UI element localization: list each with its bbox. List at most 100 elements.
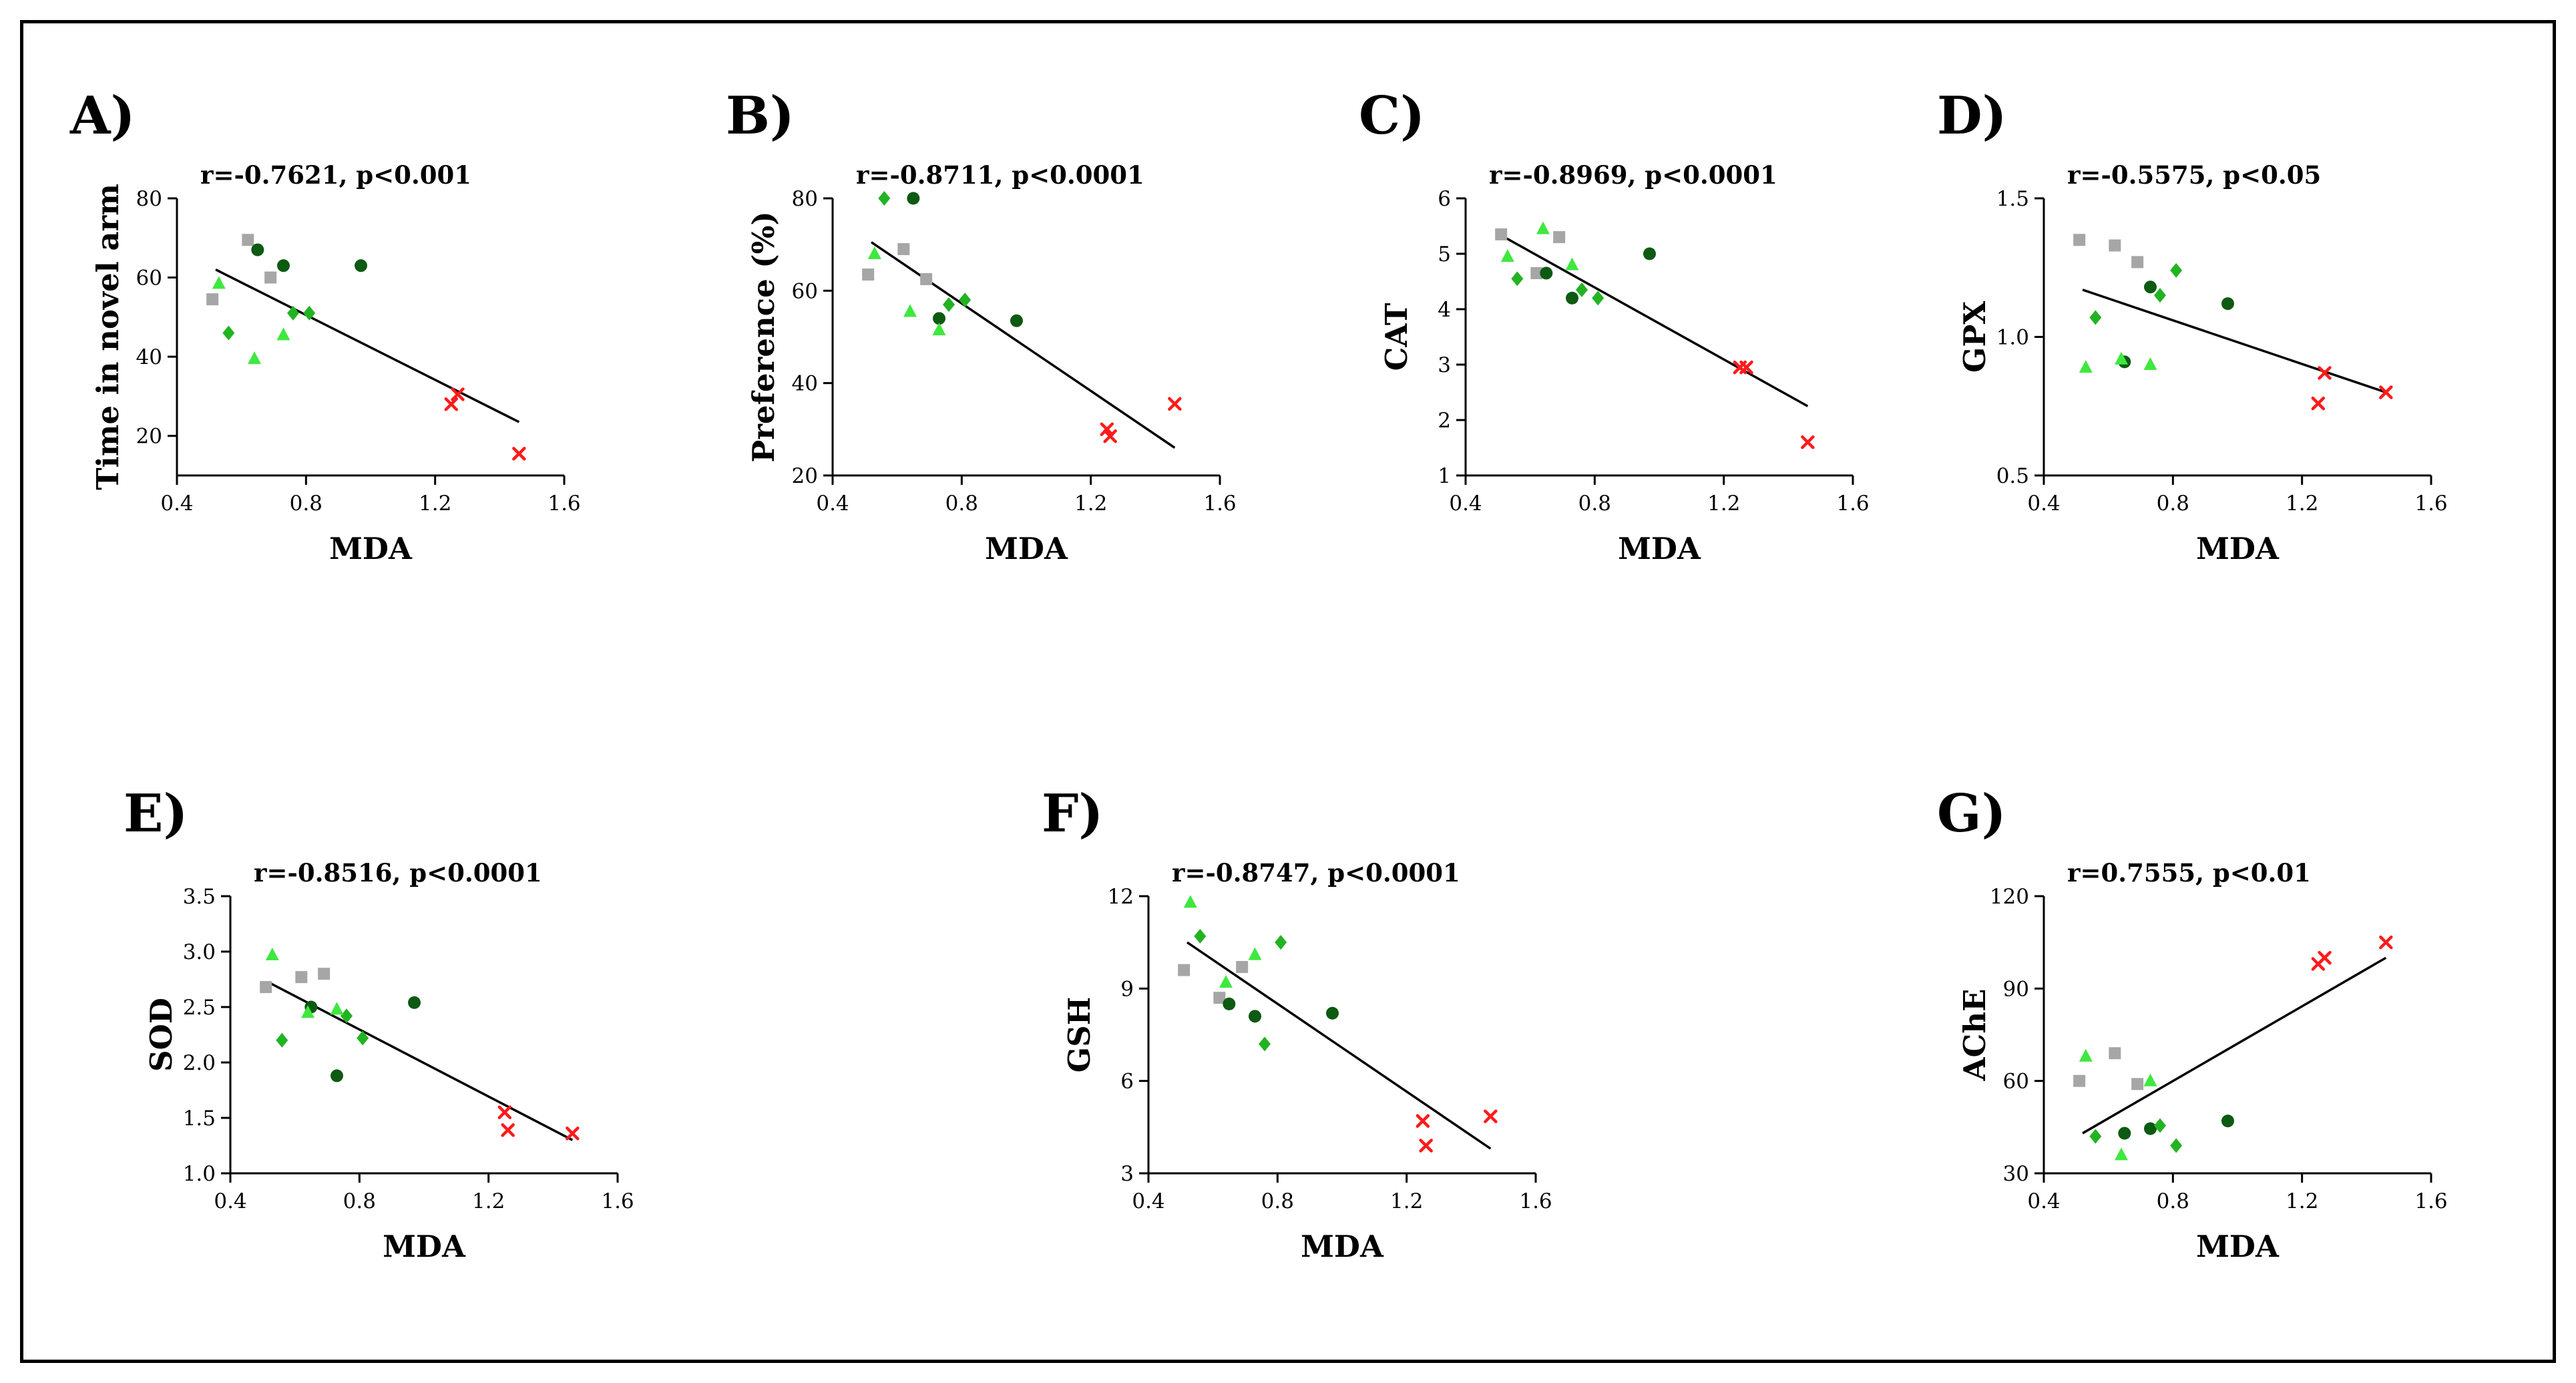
y-axis-label: AChE bbox=[1957, 989, 1992, 1082]
green-diamond-point bbox=[1259, 1036, 1271, 1052]
gray-square-point bbox=[1236, 961, 1249, 974]
circle-series bbox=[907, 192, 1023, 327]
panel-letter: C) bbox=[1359, 85, 1425, 146]
light-green-triangle-point bbox=[2115, 351, 2128, 365]
green-diamond-point bbox=[1194, 928, 1207, 944]
correlation-stat: r=-0.8969, p<0.0001 bbox=[1489, 160, 1777, 190]
scatter-plot-f: F) r=-0.8747, p<0.0001 3 6 9 12 0.4 0.8 1.2 1.6 MD… bbox=[1042, 783, 1552, 1264]
scatter-plot-c: C) r=-0.8969, p<0.0001 1 2 3 4 5 6 0.4 0.8 1.2 1.6 M… bbox=[1359, 85, 1870, 566]
y-tick-label: 1 bbox=[1438, 464, 1451, 488]
gray-square-point bbox=[897, 243, 910, 256]
regression-line bbox=[871, 241, 1176, 449]
x-tick-label: 0.4 bbox=[1449, 491, 1482, 516]
gray-square-point bbox=[2109, 239, 2121, 252]
red-cross-point bbox=[2318, 366, 2332, 380]
regression-line bbox=[268, 981, 574, 1141]
regression-line bbox=[1504, 236, 1809, 407]
regression-line bbox=[2082, 288, 2386, 394]
y-tick-label: 2.5 bbox=[183, 996, 216, 1020]
light-green-triangle-point bbox=[2143, 357, 2157, 370]
x-tick-label: 1.6 bbox=[548, 491, 580, 516]
green-diamond-point bbox=[2089, 310, 2102, 325]
gray-square-point bbox=[1495, 228, 1508, 240]
green-diamond-point bbox=[1511, 271, 1524, 286]
x-tick-label: 0.8 bbox=[1261, 1189, 1294, 1213]
gray-square-point bbox=[1213, 992, 1226, 1004]
x-axis-label: MDA bbox=[329, 531, 413, 566]
green-diamond-point bbox=[222, 325, 235, 341]
red-cross-point bbox=[497, 1105, 512, 1119]
y-tick-label: 5 bbox=[1438, 242, 1451, 266]
x-tick-label: 1.6 bbox=[1203, 491, 1236, 516]
correlation-stat: r=-0.8516, p<0.0001 bbox=[254, 858, 542, 887]
triangle-series bbox=[1183, 895, 1262, 988]
y-tick-label: 2 bbox=[1438, 409, 1451, 433]
gray-square-point bbox=[2131, 1078, 2144, 1091]
correlation-stat: r=-0.7621, p<0.001 bbox=[200, 160, 471, 190]
panel-d: D) r=-0.5575, p<0.05 0.5 1.0 1.5 0.4 0.8 1.2 1.6… bbox=[1937, 83, 2538, 684]
x-tick-label: 1.6 bbox=[601, 1189, 634, 1213]
x-tick-label: 0.8 bbox=[2157, 1189, 2189, 1213]
green-diamond-point bbox=[1275, 935, 1287, 950]
y-tick-label: 6 bbox=[1438, 187, 1451, 211]
panel-c: C) r=-0.8969, p<0.0001 1 2 3 4 5 6 0.4 0.8 1.2 1.6 M… bbox=[1359, 83, 1960, 684]
dark-green-circle-point bbox=[2144, 1122, 2157, 1135]
diamond-series bbox=[1194, 928, 1287, 1052]
light-green-triangle-point bbox=[301, 1005, 314, 1018]
panel-letter: F) bbox=[1042, 783, 1103, 844]
diamond-series bbox=[1511, 271, 1604, 306]
dark-green-circle-point bbox=[1249, 1010, 1261, 1023]
y-axis-label: SOD bbox=[144, 998, 179, 1072]
y-tick-label: 30 bbox=[2003, 1162, 2029, 1186]
panel-g: G) r=0.7555, p<0.01 30 60 90 120 0.4 0.8 1.2 1.6 M… bbox=[1937, 781, 2538, 1382]
dark-green-circle-point bbox=[2221, 297, 2234, 311]
figure-frame: A) r=-0.7621, p<0.001 20 40 60 80 0.4 0.8 1.2 1.6… bbox=[20, 20, 2556, 1363]
light-green-triangle-point bbox=[2079, 1048, 2093, 1062]
x-axis-label: MDA bbox=[985, 531, 1068, 566]
x-tick-label: 0.8 bbox=[2157, 491, 2189, 516]
y-tick-label: 90 bbox=[2003, 977, 2029, 1001]
regression-line bbox=[2082, 956, 2387, 1135]
correlation-stat: r=0.7555, p<0.01 bbox=[2067, 858, 2311, 887]
cross-series bbox=[1416, 1109, 1498, 1153]
light-green-triangle-point bbox=[867, 246, 881, 259]
x-tick-label: 0.4 bbox=[1132, 1189, 1164, 1213]
red-cross-point bbox=[501, 1123, 515, 1137]
y-axis-label: CAT bbox=[1379, 303, 1414, 371]
gray-square-point bbox=[260, 981, 272, 994]
green-diamond-point bbox=[1576, 282, 1588, 297]
y-tick-label: 80 bbox=[136, 187, 162, 211]
panel-letter: A) bbox=[69, 85, 135, 146]
green-diamond-point bbox=[276, 1032, 288, 1048]
y-tick-label: 1.5 bbox=[1996, 187, 2029, 211]
panel-e: E) r=-0.8516, p<0.0001 1.0 1.5 2.0 2.5 3.0 3.5 0… bbox=[124, 781, 724, 1382]
x-tick-label: 0.8 bbox=[1578, 491, 1611, 516]
y-tick-label: 1.0 bbox=[1996, 326, 2029, 350]
red-cross-point bbox=[512, 447, 526, 461]
x-tick-label: 1.2 bbox=[1074, 491, 1107, 516]
x-tick-label: 0.8 bbox=[343, 1189, 376, 1213]
gray-square-point bbox=[2073, 234, 2086, 246]
correlation-stat: r=-0.8711, p<0.0001 bbox=[856, 160, 1144, 190]
red-cross-point bbox=[1168, 397, 1182, 411]
dark-green-circle-point bbox=[2118, 1127, 2131, 1140]
circle-series bbox=[2118, 1115, 2234, 1140]
green-diamond-point bbox=[2170, 262, 2183, 278]
panel-f: F) r=-0.8747, p<0.0001 3 6 9 12 0.4 0.8 1.2 1.6 MD… bbox=[1042, 781, 1643, 1382]
green-diamond-point bbox=[341, 1008, 353, 1024]
y-axis-label: Preference (%) bbox=[746, 211, 781, 462]
green-diamond-point bbox=[357, 1030, 369, 1046]
dark-green-circle-point bbox=[355, 259, 367, 272]
green-diamond-point bbox=[303, 305, 316, 321]
x-tick-label: 0.8 bbox=[290, 491, 323, 516]
dark-green-circle-point bbox=[251, 243, 264, 256]
y-tick-label: 2.0 bbox=[183, 1051, 216, 1075]
circle-series bbox=[251, 243, 367, 272]
red-cross-point bbox=[2379, 385, 2393, 399]
gray-square-point bbox=[264, 271, 277, 284]
x-tick-label: 0.4 bbox=[214, 1189, 246, 1213]
y-tick-label: 120 bbox=[1990, 885, 2029, 909]
light-green-triangle-point bbox=[248, 351, 261, 365]
light-green-triangle-point bbox=[2115, 1147, 2128, 1161]
red-cross-point bbox=[2379, 935, 2393, 950]
